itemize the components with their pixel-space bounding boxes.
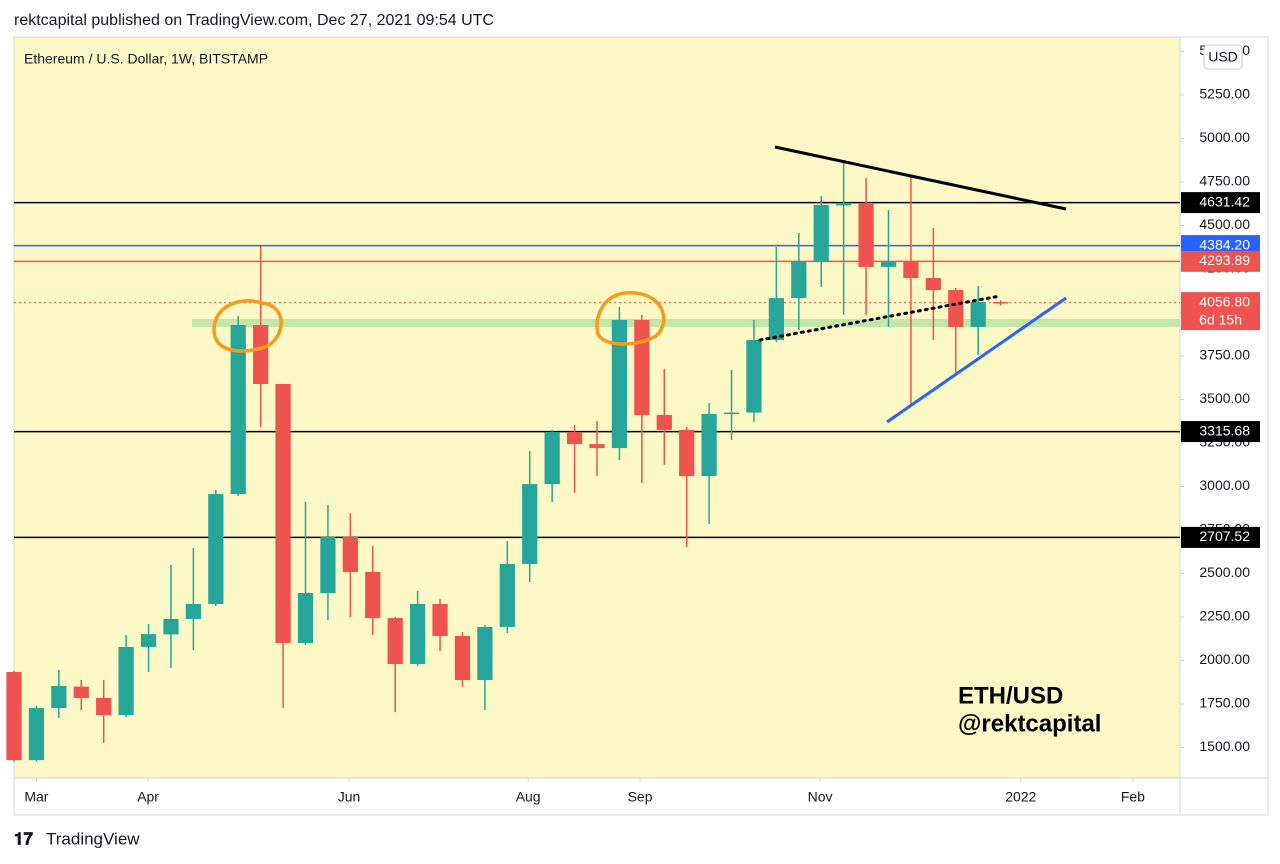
- candle-body: [275, 384, 291, 643]
- candle-body: [589, 444, 605, 449]
- candle-body: [253, 325, 269, 385]
- y-tick-label: 5000.00: [1199, 129, 1250, 145]
- candle-body: [925, 278, 941, 291]
- candle-body: [230, 325, 246, 494]
- price-label-note: 6d 15h: [1199, 311, 1242, 327]
- x-tick-label: Feb: [1121, 789, 1145, 805]
- price-label-box: [1181, 192, 1260, 214]
- price-label-box: [1181, 526, 1260, 548]
- candle-body: [342, 536, 358, 572]
- highlight-circle: [595, 291, 666, 346]
- y-tick-label: 3500.00: [1199, 390, 1250, 406]
- candle-body: [477, 626, 493, 681]
- price-label: 3315.68: [1199, 422, 1250, 438]
- x-tick-label: Apr: [137, 789, 159, 805]
- currency-button[interactable]: [1203, 44, 1243, 70]
- highlight-circle: [212, 299, 283, 353]
- price-label: 4293.89: [1199, 252, 1250, 268]
- candle-body: [948, 290, 964, 327]
- x-tick-label: Sep: [628, 789, 653, 805]
- candle-body: [880, 262, 897, 267]
- candle-body: [813, 204, 829, 263]
- candle-body: [903, 262, 919, 279]
- candle-body: [634, 319, 650, 415]
- price-label: 4056.80: [1199, 293, 1250, 309]
- price-label-box: [1181, 250, 1260, 272]
- x-tick-label: Jun: [338, 789, 361, 805]
- candle-body: [656, 414, 672, 430]
- candle-body: [185, 603, 202, 619]
- candle-body: [73, 686, 89, 698]
- candle-body: [611, 319, 628, 449]
- candle-body: [522, 484, 538, 564]
- frame: [13, 36, 1269, 816]
- time-axis-area: [14, 778, 1180, 815]
- neckline: [758, 294, 1002, 342]
- y-tick-label: 1500.00: [1199, 738, 1250, 754]
- candle-body: [566, 432, 583, 445]
- y-tick-label: 1750.00: [1199, 695, 1250, 711]
- y-tick-label: 5250.00: [1199, 86, 1250, 102]
- tradingview-logo: 𝟏𝟕 TradingView: [14, 829, 140, 848]
- symbol-title: Ethereum / U.S. Dollar, 1W, BITSTAMP: [24, 51, 268, 67]
- candle-body: [365, 571, 381, 619]
- y-tick-label: 3000.00: [1199, 477, 1250, 493]
- candle-body: [208, 493, 224, 604]
- candle-body: [387, 618, 403, 665]
- y-tick-label: 4750.00: [1199, 173, 1250, 189]
- candle-body: [858, 202, 874, 267]
- y-tick-label: 2000.00: [1199, 651, 1250, 667]
- candle-body: [454, 635, 471, 681]
- candle-body: [432, 603, 448, 636]
- resistance-trendline: [774, 145, 1067, 211]
- candle-body: [163, 618, 179, 635]
- candle-body: [723, 412, 740, 415]
- annotation: ETH/USD: [958, 682, 1063, 709]
- annotation: @rektcapital: [958, 710, 1101, 737]
- y-tick-label: 4500.00: [1199, 216, 1250, 232]
- candle-body: [297, 593, 314, 643]
- candle-body: [768, 298, 785, 340]
- candle-body: [701, 413, 717, 477]
- candle-body: [679, 429, 695, 477]
- price-label: 4384.20: [1199, 236, 1250, 252]
- x-tick-label: 2022: [1005, 789, 1036, 805]
- x-tick-label: Mar: [24, 789, 48, 805]
- price-label: 4631.42: [1199, 193, 1250, 209]
- candle-body: [118, 646, 134, 716]
- x-tick-label: Nov: [808, 789, 833, 805]
- candle-body: [96, 697, 112, 716]
- candle-body: [140, 634, 157, 647]
- support-trendline: [886, 296, 1067, 424]
- candle-body: [746, 339, 762, 413]
- price-label-box: [1181, 292, 1260, 331]
- support-band: [192, 319, 1180, 327]
- publish-header: rektcapital published on TradingView.com…: [14, 12, 494, 29]
- candle-body: [28, 708, 45, 761]
- candle-body: [836, 202, 852, 206]
- candle-body: [320, 536, 336, 594]
- candle-body: [544, 432, 560, 485]
- candle-body: [970, 302, 986, 327]
- logo-text: TradingView: [46, 829, 140, 848]
- candle-body: [791, 262, 807, 299]
- price-label-box: [1181, 421, 1260, 443]
- y-tick-label: 2250.00: [1199, 608, 1250, 624]
- candle-body: [6, 672, 22, 761]
- currency-label[interactable]: USD: [1208, 49, 1238, 65]
- y-tick-label: 2500.00: [1199, 564, 1250, 580]
- candle-body: [51, 685, 67, 709]
- candle-body: [499, 563, 515, 627]
- price-label: 2707.52: [1199, 528, 1250, 544]
- candle-body: [992, 302, 1009, 304]
- y-tick-label: 3750.00: [1199, 347, 1250, 363]
- x-tick-label: Aug: [516, 789, 541, 805]
- plot-background: [14, 37, 1180, 778]
- logo-mark: 𝟏𝟕: [14, 829, 33, 848]
- candle-body: [409, 603, 426, 665]
